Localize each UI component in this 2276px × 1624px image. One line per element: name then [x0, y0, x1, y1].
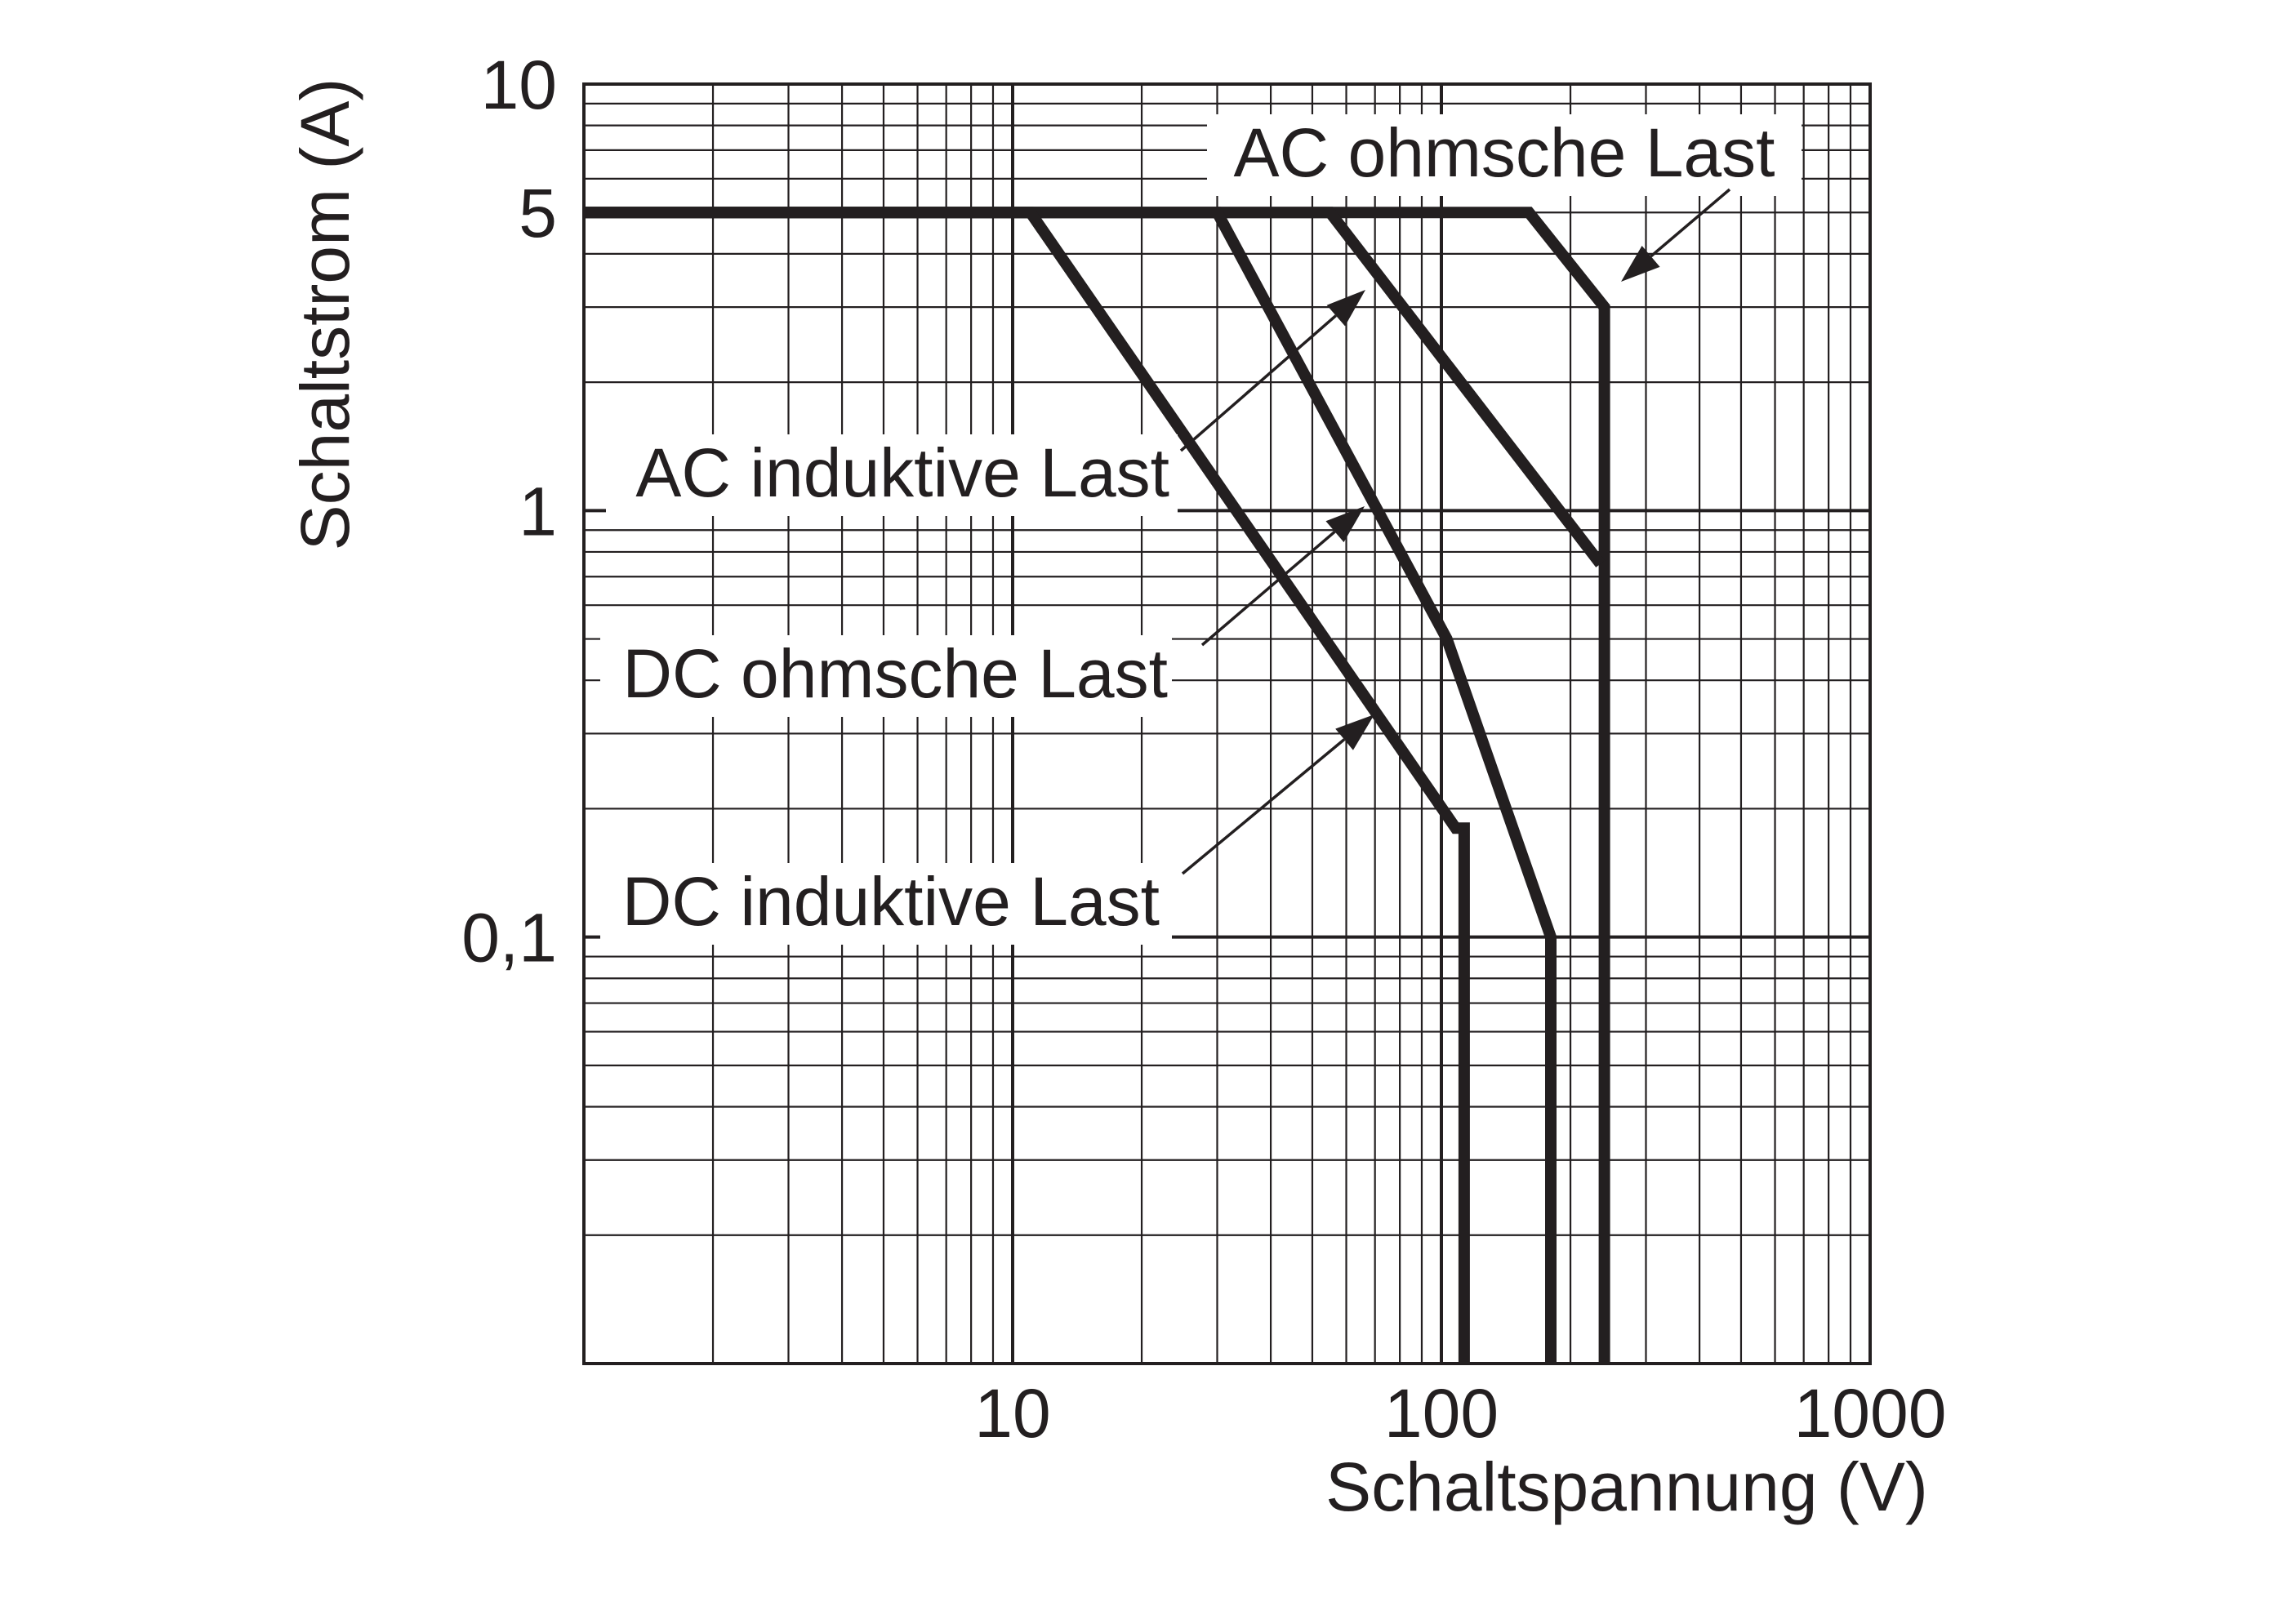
callout-arrow-head-icon: [1621, 245, 1660, 282]
series-label: DC ohmsche Last: [622, 635, 1168, 712]
x-tick-label: 1000: [1794, 1375, 1947, 1452]
y-tick-label: 10: [481, 47, 557, 123]
series-label-bg: [606, 434, 1178, 516]
series-line-1: [584, 207, 1610, 1364]
callout-arrow-head-icon: [1325, 506, 1365, 543]
callout-arrow-head-icon: [1326, 290, 1365, 327]
series-label: AC induktive Last: [635, 434, 1169, 511]
x-axis-title: Schaltspannung (V): [1325, 1448, 1928, 1525]
series-line-3: [584, 207, 1557, 1364]
series-label-bg: [1207, 114, 1802, 196]
y-tick-label: 5: [519, 175, 557, 251]
y-axis-title: Schaltstrom (A): [287, 78, 363, 551]
callout-arrow-line: [1179, 314, 1337, 452]
series-labels: AC ohmsche Last AC induktive Last DC ohmsc…: [600, 114, 1802, 945]
callout-arrow-line: [1200, 530, 1336, 647]
plot-frame: [582, 82, 1872, 1365]
tick-labels: 10 100 1000 10 5 1 0,1: [461, 47, 1946, 1452]
grid: [582, 82, 1872, 1365]
series-lines: [584, 207, 1610, 1364]
callout-arrow-head-icon: [1335, 714, 1374, 750]
callout-arrow-line: [1650, 188, 1731, 258]
series-label: AC ohmsche Last: [1234, 114, 1775, 191]
series-label-bg: [600, 863, 1172, 945]
callout-arrow-line: [1181, 738, 1346, 875]
y-tick-label: 1: [519, 473, 557, 549]
x-tick-label: 100: [1384, 1375, 1499, 1452]
series-label: DC induktive Last: [622, 863, 1160, 940]
y-tick-label: 0,1: [461, 900, 557, 977]
series-label-bg: [600, 635, 1172, 717]
series-line-4: [584, 207, 1470, 1364]
x-tick-label: 10: [974, 1375, 1050, 1452]
